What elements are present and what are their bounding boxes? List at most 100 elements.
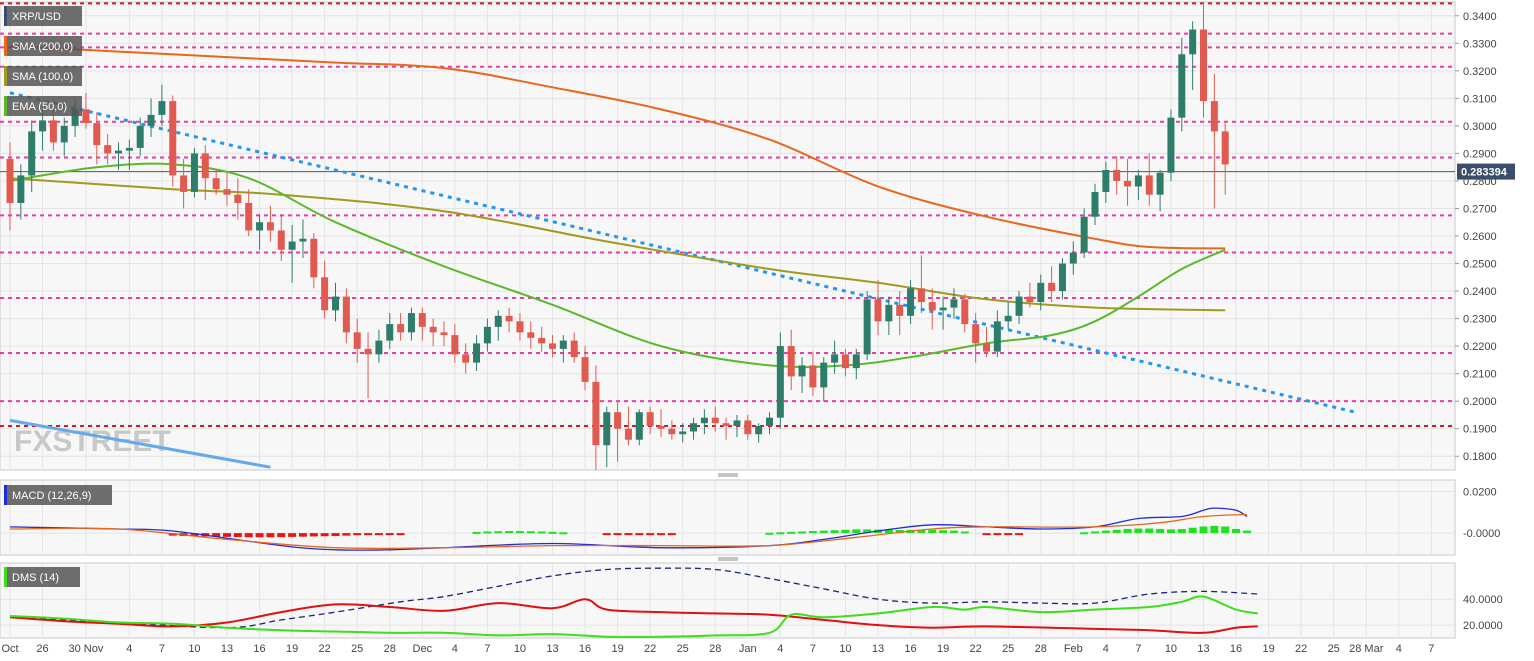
x-tick-label: 13	[221, 643, 233, 655]
x-tick-label: 25	[1002, 643, 1014, 655]
candle-body	[570, 340, 578, 358]
candle-body	[950, 299, 958, 308]
candle-body	[787, 346, 795, 377]
panel-background-1	[0, 479, 1456, 556]
candle-body	[646, 412, 654, 426]
dms-legend-box[interactable]	[4, 567, 80, 587]
candle-body	[353, 332, 361, 349]
candle-body	[277, 230, 285, 250]
candle-body	[766, 417, 773, 426]
candle-body	[1156, 172, 1164, 195]
candle-body	[6, 158, 14, 203]
legend-box[interactable]	[4, 6, 82, 26]
candle-body	[462, 354, 470, 363]
candle-body	[863, 299, 871, 355]
legend-box[interactable]	[4, 36, 82, 56]
macd-histogram-bar	[808, 531, 817, 534]
candle-body	[972, 324, 980, 344]
y-tick-label: 0.2700	[1463, 203, 1497, 215]
macd-histogram-bar	[548, 531, 557, 534]
candle-body	[820, 362, 828, 388]
candle-body	[473, 343, 481, 363]
macd-histogram-bar	[776, 532, 785, 535]
candle-body	[852, 354, 860, 369]
y-tick-label: 0.2900	[1463, 148, 1497, 160]
macd-legend-mark	[4, 485, 7, 505]
candle-body	[386, 324, 394, 341]
x-tick-label: 19	[286, 643, 298, 655]
macd-histogram-bar	[667, 533, 676, 536]
macd-histogram-bar	[266, 533, 275, 538]
macd-histogram-bar	[277, 533, 286, 538]
macd-histogram-bar	[982, 533, 991, 536]
macd-histogram-bar	[244, 533, 253, 538]
pane-separator-1[interactable]	[0, 472, 1455, 478]
macd-histogram-bar	[223, 533, 231, 537]
macd-histogram-bar	[515, 531, 524, 534]
candle-body	[180, 175, 188, 192]
macd-histogram-bar	[1242, 530, 1251, 534]
candle-body	[581, 357, 589, 382]
candle-body	[245, 202, 253, 231]
pane-separator-2[interactable]	[0, 556, 1455, 562]
x-tick-label: 16	[904, 643, 916, 655]
x-tick-label: 13	[872, 643, 884, 655]
x-tick-label: 16	[579, 643, 591, 655]
macd-histogram-bar	[635, 533, 644, 536]
macd-histogram-bar	[1156, 528, 1165, 534]
candle-body	[1167, 117, 1175, 173]
candle-body	[505, 315, 513, 322]
x-tick-label: 28 Mar	[1349, 643, 1384, 655]
candle-body	[28, 131, 36, 176]
y-tick-label: 0.2600	[1463, 231, 1497, 243]
macd-histogram-bar	[657, 533, 665, 536]
x-tick-label: 16	[253, 643, 265, 655]
legend-box[interactable]	[4, 66, 82, 86]
candle-body	[494, 315, 502, 327]
macd-histogram-bar	[1210, 525, 1219, 534]
y-tick-label: 40.0000	[1463, 594, 1503, 606]
candle-body	[755, 425, 763, 435]
x-tick-label: 7	[810, 643, 816, 655]
candle-body	[288, 241, 296, 250]
candle-body	[1124, 180, 1132, 187]
x-tick-label: 4	[777, 643, 783, 655]
legend-box[interactable]	[4, 96, 82, 116]
candle-body	[559, 340, 567, 349]
macd-legend-box[interactable]	[4, 485, 112, 505]
candle-body	[603, 412, 611, 446]
legend-label: XRP/USD	[12, 11, 61, 23]
y-tick-label: 0.2400	[1463, 286, 1497, 298]
macd-histogram-bar	[602, 533, 611, 536]
macd-histogram-bar	[385, 533, 394, 536]
y-tick-label: 0.3300	[1463, 38, 1497, 50]
macd-histogram-bar	[624, 533, 633, 536]
macd-histogram-bar	[483, 531, 492, 534]
macd-histogram-bar	[298, 533, 307, 537]
macd-histogram-bar	[559, 532, 568, 535]
macd-histogram-bar	[798, 531, 807, 534]
macd-histogram-bar	[288, 533, 297, 537]
y-tick-label: 0.0200	[1463, 486, 1497, 498]
candle-body	[147, 114, 155, 126]
macd-histogram-bar	[939, 530, 948, 534]
y-tick-label: 0.2100	[1463, 369, 1497, 381]
macd-histogram-bar	[819, 530, 828, 534]
candle-body	[635, 412, 643, 440]
macd-histogram-bar	[1221, 526, 1230, 534]
macd-line	[9, 507, 1248, 551]
x-tick-label: 10	[514, 643, 526, 655]
candle-body	[266, 222, 274, 231]
candle-body	[342, 296, 350, 333]
macd-histogram-bar	[255, 533, 264, 538]
candle-body	[516, 321, 524, 333]
candle-body	[429, 326, 437, 333]
x-tick-label: 13	[546, 643, 558, 655]
x-tick-label: 4	[1396, 643, 1402, 655]
candle-body	[961, 299, 969, 325]
dms-legend-mark	[4, 567, 7, 587]
x-tick-label: 19	[937, 643, 949, 655]
candle-body	[1221, 131, 1229, 165]
macd-histogram-bar	[353, 533, 362, 536]
candle-body	[1069, 252, 1077, 264]
